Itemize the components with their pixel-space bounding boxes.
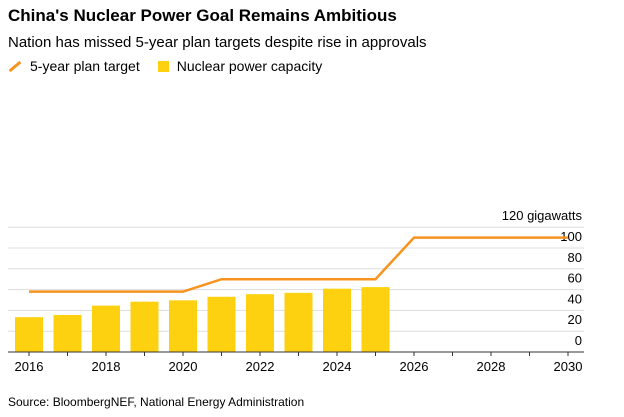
y-tick-label: 80 [568,250,582,265]
legend-label: 5-year plan target [30,58,140,74]
bar-2016 [15,317,43,352]
y-tick-label: 120 gigawatts [502,208,583,223]
y-tick-label: 100 [560,229,582,244]
x-tick-label: 2026 [400,359,429,374]
target-line [29,236,568,293]
source-note: Source: BloombergNEF, National Energy Ad… [8,395,305,409]
x-tick-label: 2024 [323,359,352,374]
bar-2025 [361,287,390,352]
x-tick-label: 2022 [246,359,275,374]
chart-title: China's Nuclear Power Goal Remains Ambit… [8,6,397,25]
y-tick-label: 60 [568,271,582,286]
bar-swatch [157,60,169,72]
x-tick-label: 2020 [169,359,198,374]
bar-2017 [53,314,82,352]
bar-2019 [130,301,159,352]
legend-item-capacity: Nuclear power capacity [157,58,323,74]
bar-2018 [92,305,120,352]
bar-2023 [284,292,313,352]
x-tick-label: 2030 [554,359,583,374]
legend-label: Nuclear power capacity [176,58,323,74]
bar-2020 [169,300,197,352]
x-tick-label: 2016 [15,359,44,374]
y-tick-label: 20 [568,312,582,327]
y-tick-label: 40 [568,291,582,306]
bar-2024 [323,288,351,352]
y-tick-label: 0 [575,333,582,348]
bar-2022 [246,294,274,352]
x-tick-label: 2028 [477,359,506,374]
legend-item-target: 5-year plan target [8,58,140,74]
x-tick-label: 2018 [92,359,121,374]
chart-subtitle: Nation has missed 5-year plan targets de… [8,34,427,51]
bar-2021 [207,296,236,352]
legend: 5-year plan target Nuclear power capacit… [8,58,322,74]
